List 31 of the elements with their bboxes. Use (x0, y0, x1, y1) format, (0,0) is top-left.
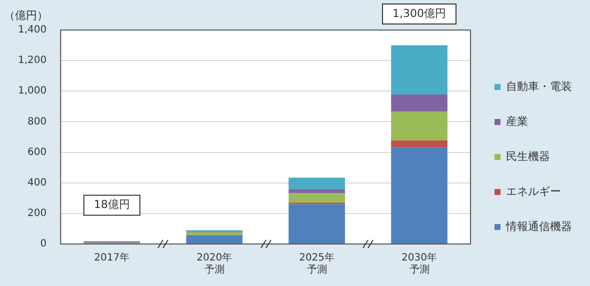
y-tick-label: 1,000 (18, 86, 47, 97)
bar (391, 112, 448, 141)
bar (186, 232, 243, 236)
y-tick-label: 600 (28, 146, 47, 158)
y-tick-label: 1,200 (18, 55, 47, 66)
y-axis-title: （億円） (4, 8, 48, 22)
legend-label: 産業 (506, 114, 528, 128)
legend-label: 自動車・電装 (506, 80, 572, 93)
annotation: 18億円 (94, 198, 130, 212)
bar (288, 193, 345, 203)
bar (391, 94, 448, 112)
y-tick-label: 400 (28, 177, 47, 188)
legend-label: エネルギー (506, 184, 561, 198)
bar (288, 189, 345, 194)
bar (391, 45, 448, 95)
x-tick-label: 2017年 (94, 252, 130, 264)
x-tick-label: 2030年予測 (402, 252, 437, 276)
bar (288, 178, 345, 190)
bar (391, 147, 448, 244)
legend-label: 民生機器 (506, 150, 550, 163)
bar (186, 235, 243, 244)
bar (288, 204, 345, 244)
x-tick-label: 2025年予測 (299, 252, 335, 276)
y-tick-label: 1,400 (18, 24, 47, 36)
annotation: 1,300億円 (392, 6, 446, 20)
x-tick-label: 2020年予測 (196, 252, 232, 276)
y-tick-label: 200 (28, 208, 47, 220)
y-tick-label: 800 (28, 116, 47, 128)
bar (391, 140, 448, 148)
y-tick-label: 0 (40, 238, 47, 250)
legend-label: 情報通信機器 (505, 220, 572, 233)
